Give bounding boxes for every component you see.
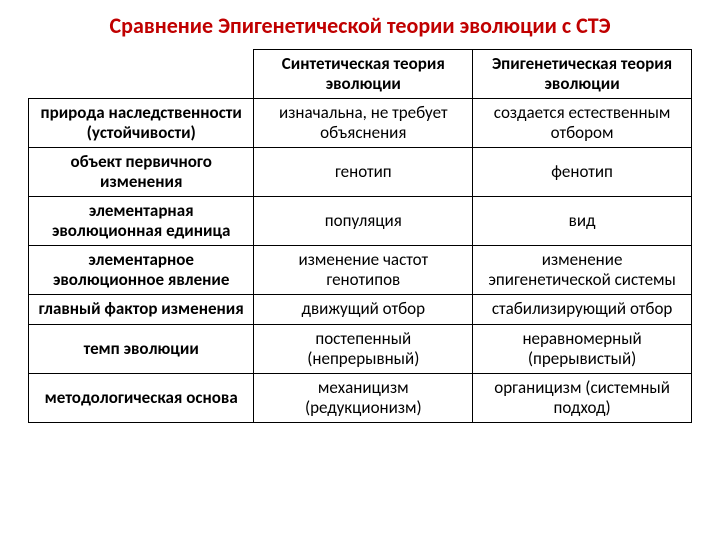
row-label: элементарная эволюционная единица	[29, 197, 254, 246]
comparison-table: Синтетическая теория эволюции Эпигенетич…	[28, 49, 692, 423]
header-col2: Эпигенетическая теория эволюции	[473, 50, 692, 99]
table-row: природа наследственности (устойчивости) …	[29, 99, 692, 148]
cell-c1: постепенный (непрерывный)	[254, 324, 473, 373]
row-label: объект первичного изменения	[29, 148, 254, 197]
cell-c2: стабилизирующий отбор	[473, 295, 692, 324]
cell-c1: генотип	[254, 148, 473, 197]
table-row: элементарная эволюционная единица популя…	[29, 197, 692, 246]
table-row: объект первичного изменения генотип фено…	[29, 148, 692, 197]
cell-c1: движущий отбор	[254, 295, 473, 324]
row-label: природа наследственности (устойчивости)	[29, 99, 254, 148]
table-header-row: Синтетическая теория эволюции Эпигенетич…	[29, 50, 692, 99]
cell-c1: популяция	[254, 197, 473, 246]
row-label: главный фактор изменения	[29, 295, 254, 324]
page-title: Сравнение Эпигенетической теории эволюци…	[28, 12, 692, 39]
cell-c2: вид	[473, 197, 692, 246]
cell-c1: изначальна, не требует объяснения	[254, 99, 473, 148]
cell-c2: фенотип	[473, 148, 692, 197]
row-label: методологическая основа	[29, 373, 254, 422]
table-row: главный фактор изменения движущий отбор …	[29, 295, 692, 324]
header-col1: Синтетическая теория эволюции	[254, 50, 473, 99]
row-label: темп эволюции	[29, 324, 254, 373]
cell-c1: изменение частот генотипов	[254, 246, 473, 295]
cell-c2: неравномерный (прерывистый)	[473, 324, 692, 373]
row-label: элементарное эволюционное явление	[29, 246, 254, 295]
cell-c1: механицизм (редукционизм)	[254, 373, 473, 422]
table-row: методологическая основа механицизм (реду…	[29, 373, 692, 422]
table-row: элементарное эволюционное явление измене…	[29, 246, 692, 295]
table-row: темп эволюции постепенный (непрерывный) …	[29, 324, 692, 373]
cell-c2: создается естественным отбором	[473, 99, 692, 148]
header-empty	[29, 50, 254, 99]
cell-c2: органицизм (системный подход)	[473, 373, 692, 422]
cell-c2: изменение эпигенетической системы	[473, 246, 692, 295]
